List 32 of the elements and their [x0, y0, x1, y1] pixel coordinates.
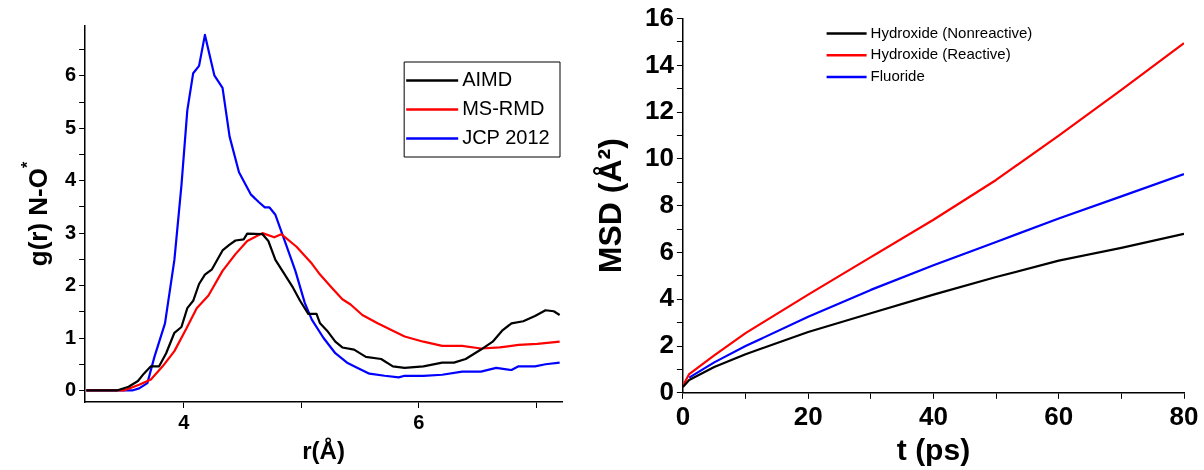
x-tick-label: 60: [1044, 400, 1074, 431]
y-tick-label: 6: [65, 63, 77, 86]
y-axis-title: MSD (Å²): [591, 138, 628, 274]
legend-label: Hydroxide (Nonreactive): [870, 23, 1033, 41]
y-tick-label: 4: [659, 282, 675, 313]
y-tick-label: 5: [65, 115, 77, 138]
y-tick-label: 16: [645, 1, 674, 32]
y-tick-label: 1: [65, 325, 77, 348]
y-tick-label: 0: [659, 375, 674, 406]
y-tick-label: 2: [659, 329, 674, 360]
y-tick-label: 3: [65, 220, 77, 243]
x-tick-label: 4: [178, 410, 191, 433]
y-tick-label: 2: [65, 273, 77, 296]
x-axis-title: r(Å): [302, 436, 345, 464]
y-tick-label: 14: [645, 48, 675, 79]
legend-label: Fluoride: [870, 67, 925, 85]
legend-label: Hydroxide (Reactive): [870, 45, 1011, 63]
y-tick-label: 8: [659, 188, 674, 219]
y-tick-label: 10: [645, 142, 674, 173]
x-tick-label: 40: [919, 400, 948, 431]
legend-label: MS-RMD: [462, 97, 545, 120]
x-axis-title: t (ps): [896, 433, 971, 467]
x-tick-label: 80: [1169, 400, 1199, 431]
y-tick-label: 0: [65, 377, 77, 400]
legend-label: JCP 2012: [462, 126, 550, 149]
x-tick-label: 6: [413, 410, 425, 433]
legend-label: AIMD: [462, 68, 513, 91]
y-axis-title: g(r) N-O*: [18, 161, 54, 267]
y-tick-label: 6: [659, 235, 674, 266]
y-tick-label: 4: [65, 168, 77, 191]
x-tick-label: 20: [793, 400, 823, 431]
y-tick-label: 12: [645, 95, 674, 126]
